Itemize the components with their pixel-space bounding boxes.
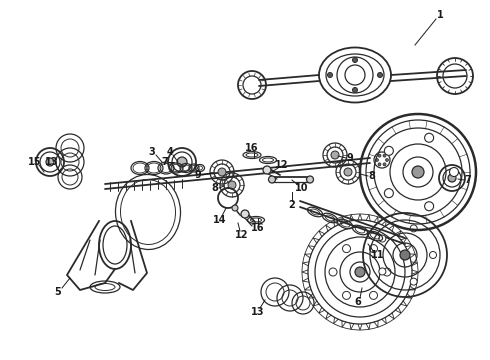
Text: 3: 3 bbox=[148, 147, 155, 157]
Circle shape bbox=[269, 176, 275, 183]
Circle shape bbox=[410, 225, 417, 232]
Circle shape bbox=[378, 154, 381, 157]
Circle shape bbox=[344, 168, 352, 176]
Text: 13: 13 bbox=[251, 307, 265, 317]
Text: 5: 5 bbox=[54, 287, 61, 297]
Text: 14: 14 bbox=[213, 215, 227, 225]
Text: 11: 11 bbox=[371, 250, 385, 260]
Circle shape bbox=[384, 146, 393, 155]
Circle shape bbox=[384, 189, 393, 198]
Circle shape bbox=[343, 244, 350, 253]
Text: 9: 9 bbox=[195, 170, 201, 180]
Circle shape bbox=[375, 158, 378, 162]
Circle shape bbox=[377, 72, 383, 77]
Circle shape bbox=[383, 154, 386, 157]
Circle shape bbox=[430, 252, 437, 258]
Circle shape bbox=[383, 268, 391, 276]
Circle shape bbox=[46, 158, 54, 166]
Circle shape bbox=[327, 72, 333, 77]
Circle shape bbox=[448, 174, 456, 182]
Text: 15: 15 bbox=[28, 157, 42, 167]
Circle shape bbox=[369, 291, 377, 300]
Circle shape bbox=[410, 278, 417, 285]
Circle shape bbox=[449, 167, 459, 176]
Circle shape bbox=[232, 205, 238, 211]
Circle shape bbox=[307, 176, 314, 183]
Text: 16: 16 bbox=[251, 223, 265, 233]
Text: 8: 8 bbox=[368, 171, 375, 181]
Circle shape bbox=[378, 163, 381, 166]
Circle shape bbox=[241, 210, 249, 218]
Text: 9: 9 bbox=[346, 153, 353, 163]
Circle shape bbox=[369, 244, 377, 253]
Circle shape bbox=[355, 267, 365, 277]
Text: 7: 7 bbox=[465, 175, 471, 185]
Circle shape bbox=[228, 181, 236, 189]
Circle shape bbox=[352, 87, 358, 93]
Text: 4: 4 bbox=[167, 147, 173, 157]
Text: 12: 12 bbox=[275, 160, 289, 170]
Circle shape bbox=[343, 291, 350, 300]
Text: 7: 7 bbox=[162, 157, 169, 167]
Text: 10: 10 bbox=[295, 183, 309, 193]
Circle shape bbox=[412, 166, 424, 178]
Circle shape bbox=[352, 58, 358, 63]
Circle shape bbox=[263, 166, 271, 174]
Circle shape bbox=[329, 268, 337, 276]
Text: 6: 6 bbox=[355, 297, 361, 307]
Circle shape bbox=[177, 157, 187, 167]
Text: 1: 1 bbox=[437, 10, 443, 20]
Circle shape bbox=[331, 151, 339, 159]
Circle shape bbox=[386, 158, 389, 162]
Circle shape bbox=[425, 202, 434, 211]
Text: 12: 12 bbox=[235, 230, 249, 240]
Circle shape bbox=[383, 163, 386, 166]
Circle shape bbox=[218, 168, 226, 176]
Circle shape bbox=[400, 250, 410, 260]
Text: 2: 2 bbox=[289, 200, 295, 210]
Circle shape bbox=[379, 235, 386, 242]
Circle shape bbox=[425, 133, 434, 142]
Text: 8: 8 bbox=[212, 183, 219, 193]
Text: 13: 13 bbox=[45, 157, 59, 167]
Text: 16: 16 bbox=[245, 143, 259, 153]
Circle shape bbox=[379, 268, 386, 275]
